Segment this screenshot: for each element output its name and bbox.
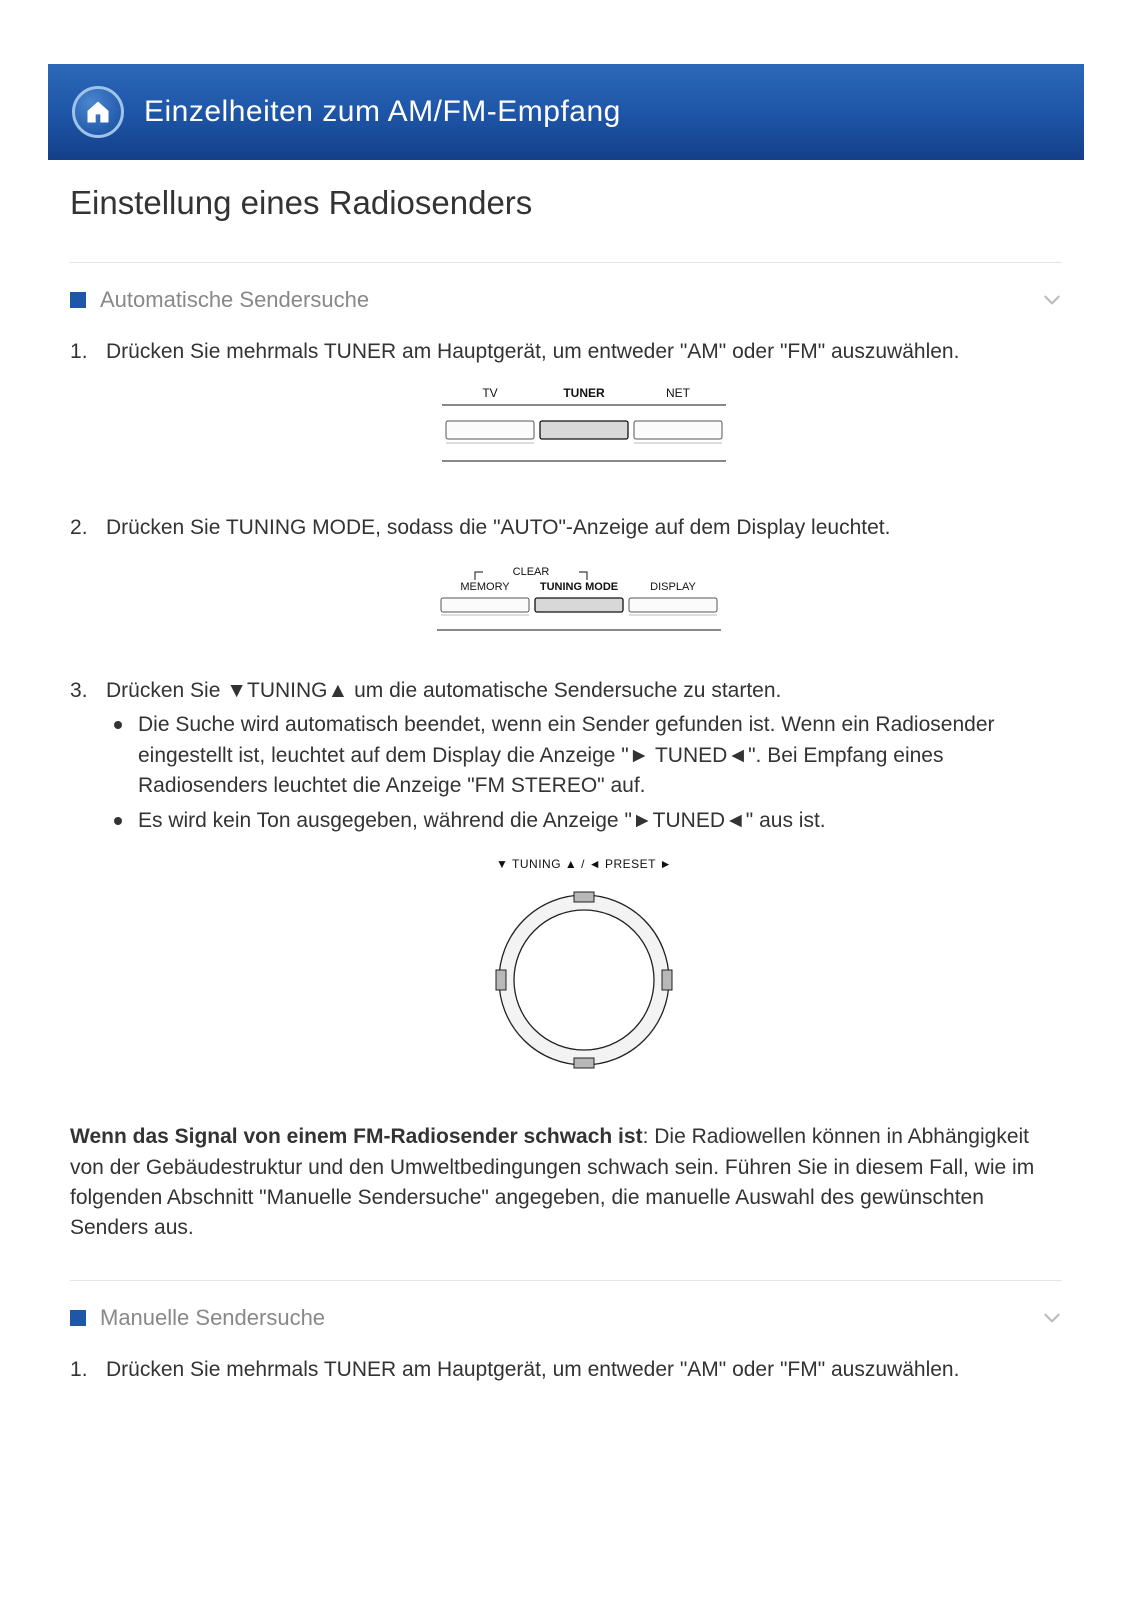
auto-step-1: Drücken Sie mehrmals TUNER am Hauptgerät…	[70, 337, 1062, 473]
auto-step-3-bullets: Die Suche wird automatisch beendet, wenn…	[106, 710, 1062, 836]
svg-text:TUNER: TUNER	[563, 386, 605, 400]
house-icon-svg	[84, 98, 112, 126]
note-bold: Wenn das Signal von einem FM-Radiosender…	[70, 1125, 643, 1148]
divider	[70, 262, 1062, 263]
chevron-down-icon	[1042, 290, 1062, 310]
auto-step-3-prefix: Drücken Sie	[106, 679, 226, 702]
auto-step-3: Drücken Sie ▼TUNING▲ um die automatische…	[70, 676, 1062, 1082]
diagram-tuning-dial: ▼ TUNING ▲ / ◄ PRESET ►	[464, 852, 704, 1082]
page-title: Einstellung eines Radiosenders	[70, 184, 1062, 222]
diagram3-wrap: ▼ TUNING ▲ / ◄ PRESET ►	[106, 852, 1062, 1082]
header-banner: Einzelheiten zum AM/FM-Empfang	[48, 64, 1084, 160]
section-manual-title: Manuelle Sendersuche	[100, 1305, 325, 1331]
divider-2	[70, 1280, 1062, 1281]
svg-text:NET: NET	[666, 386, 691, 400]
svg-text:TUNING MODE: TUNING MODE	[540, 581, 618, 593]
diagram2-wrap: CLEAR MEMORY TUNING MODE DISPLAY	[106, 560, 1062, 636]
auto-step-1-text: Drücken Sie mehrmals TUNER am Hauptgerät…	[106, 340, 959, 363]
svg-text:TV: TV	[482, 386, 497, 400]
bullet-square-icon	[70, 292, 86, 308]
diagram1-wrap: TV TUNER NET	[106, 383, 1062, 473]
svg-text:CLEAR: CLEAR	[513, 566, 550, 578]
diagram-tuning-mode-buttons: CLEAR MEMORY TUNING MODE DISPLAY	[429, 560, 739, 636]
manual-step-1: Drücken Sie mehrmals TUNER am Hauptgerät…	[70, 1355, 1062, 1385]
bullet-square-icon	[70, 1310, 86, 1326]
auto-step-3-b1: Die Suche wird automatisch beendet, wenn…	[134, 710, 1062, 801]
auto-steps-list: Drücken Sie mehrmals TUNER am Hauptgerät…	[70, 337, 1062, 1082]
banner-title: Einzelheiten zum AM/FM-Empfang	[144, 95, 621, 129]
svg-text:MEMORY: MEMORY	[460, 581, 510, 593]
auto-step-3-tuning: ▼TUNING▲	[226, 679, 348, 702]
auto-step-2: Drücken Sie TUNING MODE, sodass die "AUT…	[70, 513, 1062, 635]
svg-text:▼ TUNING ▲ / ◄ PRESET ►: ▼ TUNING ▲ / ◄ PRESET ►	[496, 857, 672, 871]
auto-step-3-suffix: um die automatische Sendersuche zu start…	[348, 679, 781, 702]
section-auto-title: Automatische Sendersuche	[100, 287, 369, 313]
manual-steps-list: Drücken Sie mehrmals TUNER am Hauptgerät…	[70, 1355, 1062, 1385]
section-auto-header[interactable]: Automatische Sendersuche	[70, 287, 1062, 313]
manual-step-1-text: Drücken Sie mehrmals TUNER am Hauptgerät…	[106, 1358, 959, 1381]
chevron-down-icon	[1042, 1308, 1062, 1328]
home-icon[interactable]	[72, 86, 124, 138]
svg-text:DISPLAY: DISPLAY	[650, 581, 696, 593]
auto-step-3-b2: Es wird kein Ton ausgegeben, während die…	[134, 806, 1062, 836]
diagram-tuner-buttons: TV TUNER NET	[434, 383, 734, 473]
weak-signal-note: Wenn das Signal von einem FM-Radiosender…	[70, 1122, 1062, 1244]
section-manual-header[interactable]: Manuelle Sendersuche	[70, 1305, 1062, 1331]
auto-step-2-text: Drücken Sie TUNING MODE, sodass die "AUT…	[106, 516, 890, 539]
